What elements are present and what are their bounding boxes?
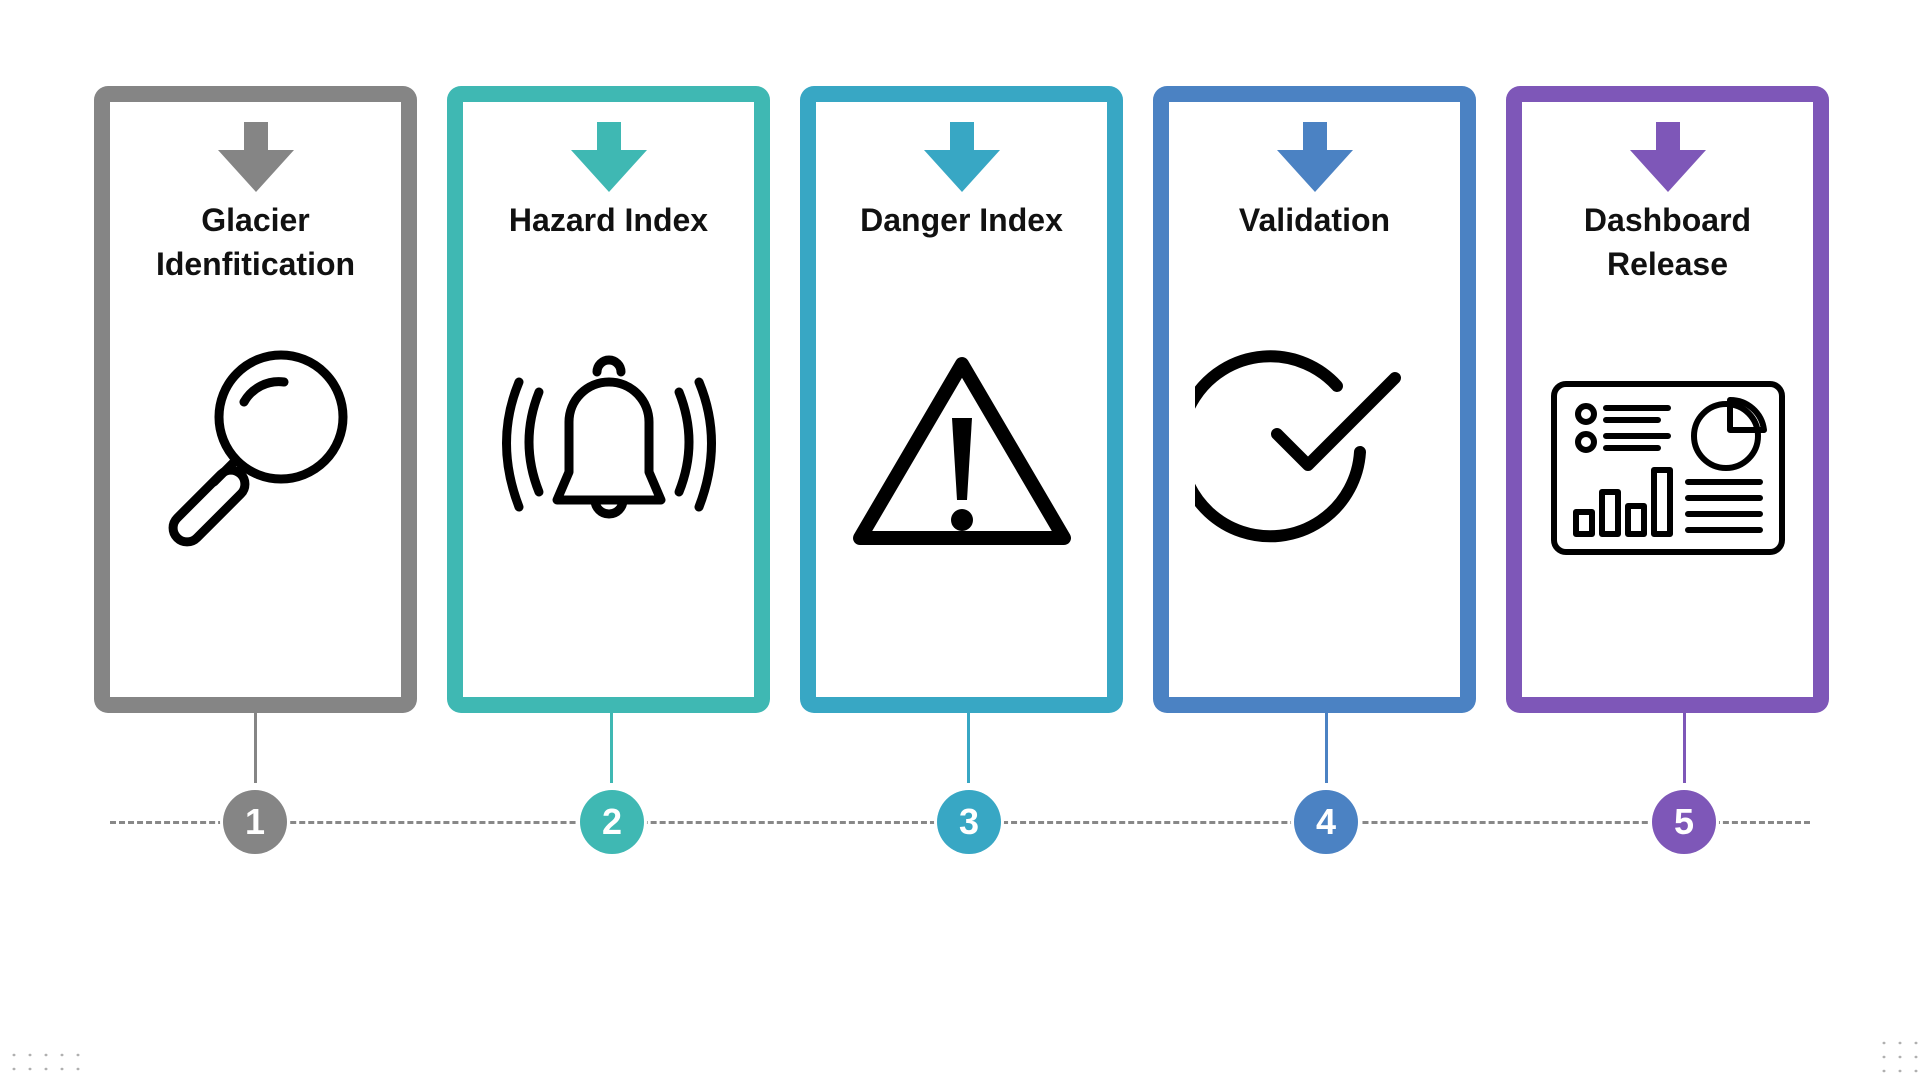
checkmark-circle-icon bbox=[1194, 350, 1401, 543]
step-title: Glacier Idenfitication bbox=[155, 202, 356, 282]
decorative-dots-left bbox=[6, 1048, 86, 1078]
step-title: Dashboard Release bbox=[1583, 202, 1752, 282]
step-card-2: Hazard Index bbox=[447, 86, 770, 713]
magnifier-icon bbox=[168, 350, 347, 547]
step-number-badge-4: 4 bbox=[1294, 790, 1358, 854]
step-number-badge-5: 5 bbox=[1652, 790, 1716, 854]
bell-icon bbox=[501, 355, 716, 519]
step-card-3: Danger Index bbox=[800, 86, 1123, 713]
step-title: Validation bbox=[1238, 202, 1391, 238]
down-arrow-icon bbox=[923, 122, 1000, 192]
down-arrow-icon bbox=[570, 122, 647, 192]
step-card-1: Glacier Idenfitication bbox=[94, 86, 417, 713]
step-number-badge-2: 2 bbox=[580, 790, 644, 854]
down-arrow-icon bbox=[1629, 122, 1706, 192]
connector-4 bbox=[1325, 713, 1328, 783]
decorative-dots-right bbox=[1876, 1036, 1920, 1080]
down-arrow-icon bbox=[1276, 122, 1353, 192]
warning-triangle-icon bbox=[852, 357, 1071, 545]
step-number-badge-1: 1 bbox=[223, 790, 287, 854]
step-title: Danger Index bbox=[860, 202, 1063, 238]
step-number-badge-3: 3 bbox=[937, 790, 1001, 854]
connector-1 bbox=[254, 713, 257, 783]
down-arrow-icon bbox=[217, 122, 294, 192]
step-card-5: Dashboard Release bbox=[1506, 86, 1829, 713]
step-card-4: Validation bbox=[1153, 86, 1476, 713]
step-title: Hazard Index bbox=[508, 202, 709, 238]
dashboard-icon bbox=[1550, 381, 1785, 555]
connector-2 bbox=[610, 713, 613, 783]
connector-5 bbox=[1683, 713, 1686, 783]
connector-3 bbox=[967, 713, 970, 783]
